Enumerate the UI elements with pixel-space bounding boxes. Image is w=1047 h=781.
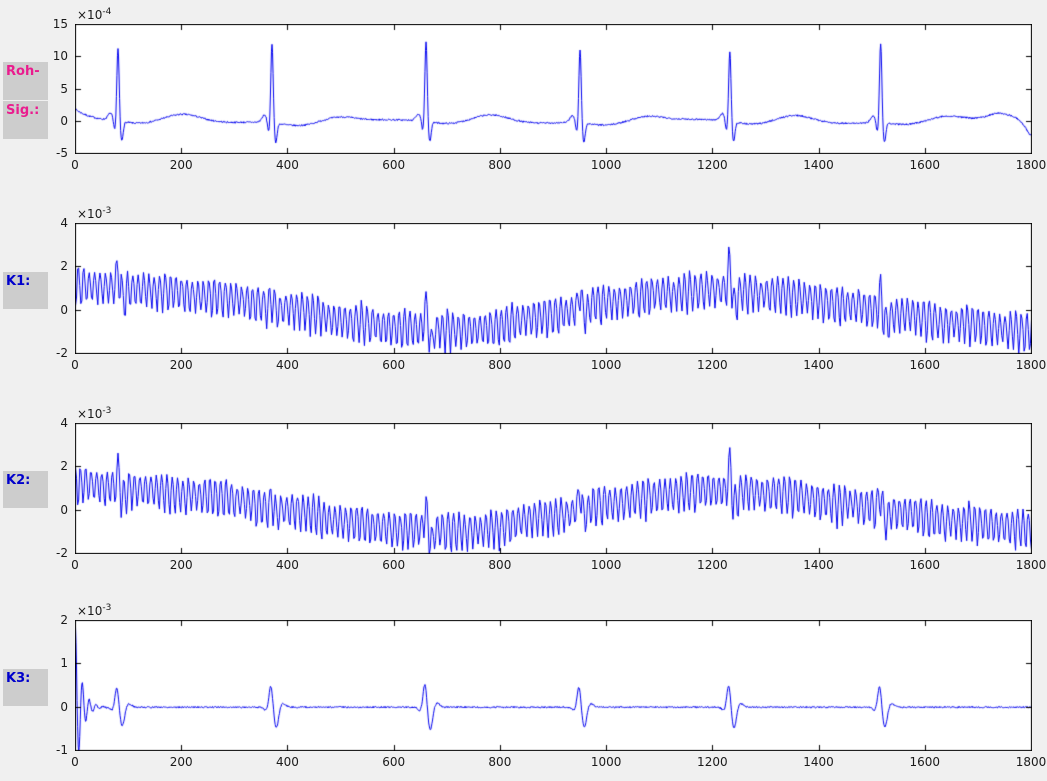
x-tick-label: 1800: [1015, 558, 1047, 572]
x-tick-label: 800: [488, 755, 512, 769]
x-tick-label: 1400: [803, 755, 834, 769]
y-tick-label: -2: [56, 546, 68, 560]
x-tick-label: 800: [488, 558, 512, 572]
y-tick-label: 2: [60, 259, 68, 274]
label-k1: K1:: [3, 272, 48, 309]
x-tick-label: 0: [71, 358, 79, 372]
x-tick-label: 1400: [803, 558, 834, 572]
k1-signal-canvas: [75, 223, 1032, 354]
x-tick-label: 1400: [803, 358, 834, 372]
y-tick-label: -2: [56, 346, 68, 360]
y-tick-label: 10: [52, 49, 68, 64]
label-roh: Roh-: [3, 62, 48, 100]
x-tick-label: 0: [71, 158, 79, 172]
roh-sig-signal-canvas: [75, 24, 1032, 154]
x-tick-label: 1600: [909, 558, 941, 572]
y-tick-label: 0: [60, 113, 68, 128]
y-tick-label: 5: [60, 81, 68, 96]
y-tick-label: -1: [56, 743, 68, 757]
x-tick-label: 1200: [697, 558, 728, 572]
k3-signal-canvas: [75, 620, 1032, 751]
x-tick-label: 400: [275, 558, 299, 572]
x-tick-label: 200: [169, 558, 193, 572]
x-tick-label: 0: [71, 558, 79, 572]
x-tick-label: 1000: [590, 755, 622, 769]
k2-signal-canvas: [75, 423, 1032, 554]
x-tick-label: 1600: [909, 158, 941, 172]
plot-k3: [75, 620, 1032, 751]
y-tick-label: 2: [60, 613, 68, 627]
y-axis-exponent-label: ×10-3: [77, 206, 112, 221]
x-tick-label: 1000: [590, 158, 622, 172]
x-tick-label: 600: [382, 358, 406, 372]
y-tick-label: 15: [52, 17, 68, 31]
plot-k2: [75, 423, 1032, 554]
x-tick-label: 1600: [909, 358, 941, 372]
x-tick-label: 1000: [590, 558, 622, 572]
y-tick-label: 4: [60, 416, 68, 430]
x-tick-label: 600: [382, 755, 406, 769]
y-axis-exponent-label: ×10-4: [77, 7, 112, 22]
x-tick-label: 1800: [1015, 158, 1047, 172]
plot-k1: [75, 223, 1032, 354]
x-tick-label: 1400: [803, 158, 834, 172]
plot-roh-sig: [75, 24, 1032, 154]
x-tick-label: 200: [169, 158, 193, 172]
x-tick-label: 1200: [697, 158, 728, 172]
y-tick-label: 0: [60, 302, 68, 317]
y-tick-label: 1: [60, 656, 68, 671]
x-tick-label: 400: [275, 755, 299, 769]
y-axis-exponent-label: ×10-3: [77, 406, 112, 421]
x-tick-label: 800: [488, 358, 512, 372]
label-sig: Sig.:: [3, 101, 48, 139]
x-tick-label: 1000: [590, 358, 622, 372]
x-tick-label: 400: [275, 358, 299, 372]
y-tick-label: 0: [60, 502, 68, 517]
x-tick-label: 1800: [1015, 358, 1047, 372]
x-tick-label: 200: [169, 358, 193, 372]
x-tick-label: 200: [169, 755, 193, 769]
y-tick-label: 0: [60, 699, 68, 714]
y-tick-label: -5: [56, 146, 68, 160]
x-tick-label: 600: [382, 158, 406, 172]
x-tick-label: 1800: [1015, 755, 1047, 769]
x-tick-label: 800: [488, 158, 512, 172]
y-tick-label: 4: [60, 216, 68, 230]
x-tick-label: 600: [382, 558, 406, 572]
y-axis-exponent-label: ×10-3: [77, 603, 112, 618]
x-tick-label: 1600: [909, 755, 941, 769]
label-k3: K3:: [3, 669, 48, 706]
x-tick-label: 1200: [697, 755, 728, 769]
label-k2: K2:: [3, 471, 48, 508]
x-tick-label: 400: [275, 158, 299, 172]
y-tick-label: 2: [60, 459, 68, 474]
x-tick-label: 1200: [697, 358, 728, 372]
x-tick-label: 0: [71, 755, 79, 769]
